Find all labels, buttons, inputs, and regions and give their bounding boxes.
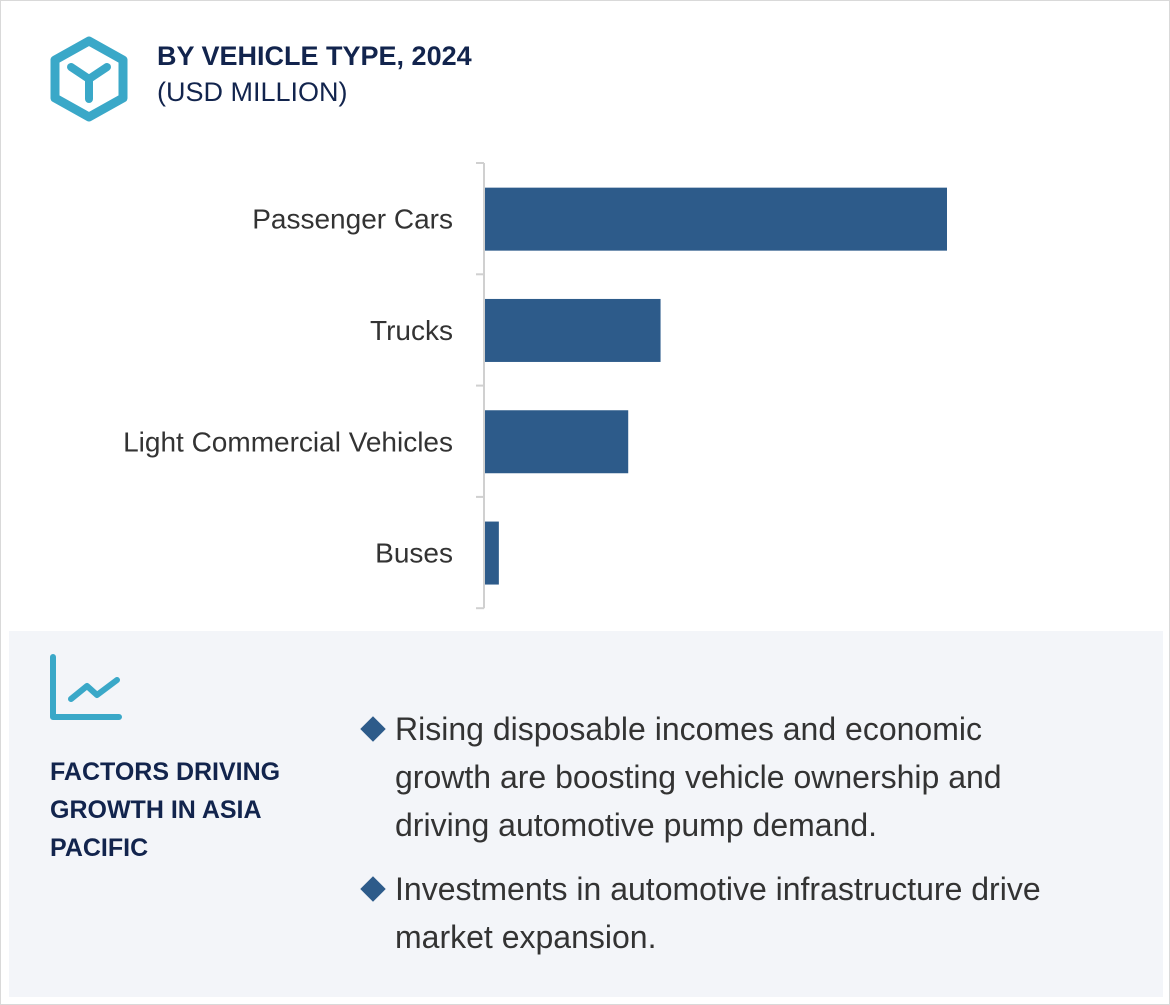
- bar: [485, 521, 499, 585]
- chart-title: BY VEHICLE TYPE, 2024: [157, 41, 472, 71]
- bullet-item: Investments in automotive infrastructure…: [359, 865, 1079, 961]
- bar-chart: Passenger Cars Trucks Light Commercial Veh…: [123, 162, 947, 610]
- category-label: Buses: [375, 538, 453, 569]
- diamond-bullet-icon: [360, 876, 386, 902]
- hexagon-y-icon: [50, 36, 128, 122]
- bar: [485, 187, 947, 251]
- bullet-list: Rising disposable incomes and economic g…: [359, 705, 1079, 977]
- chart-subtitle: (USD MILLION): [157, 77, 348, 107]
- bar: [485, 410, 629, 474]
- growth-factors-panel: FACTORS DRIVING GROWTH IN ASIA PACIFIC R…: [9, 631, 1163, 997]
- line-chart-icon: [50, 654, 122, 720]
- category-label: Light Commercial Vehicles: [123, 426, 453, 457]
- diamond-bullet-icon: [360, 716, 386, 742]
- bullet-item: Rising disposable incomes and economic g…: [359, 705, 1079, 849]
- category-label: Passenger Cars: [252, 204, 453, 235]
- bar: [485, 298, 661, 362]
- bullet-text: Rising disposable incomes and economic g…: [395, 711, 1002, 843]
- factors-heading: FACTORS DRIVING GROWTH IN ASIA PACIFIC: [50, 758, 281, 862]
- bullet-text: Investments in automotive infrastructure…: [395, 871, 1041, 955]
- category-label: Trucks: [370, 315, 453, 346]
